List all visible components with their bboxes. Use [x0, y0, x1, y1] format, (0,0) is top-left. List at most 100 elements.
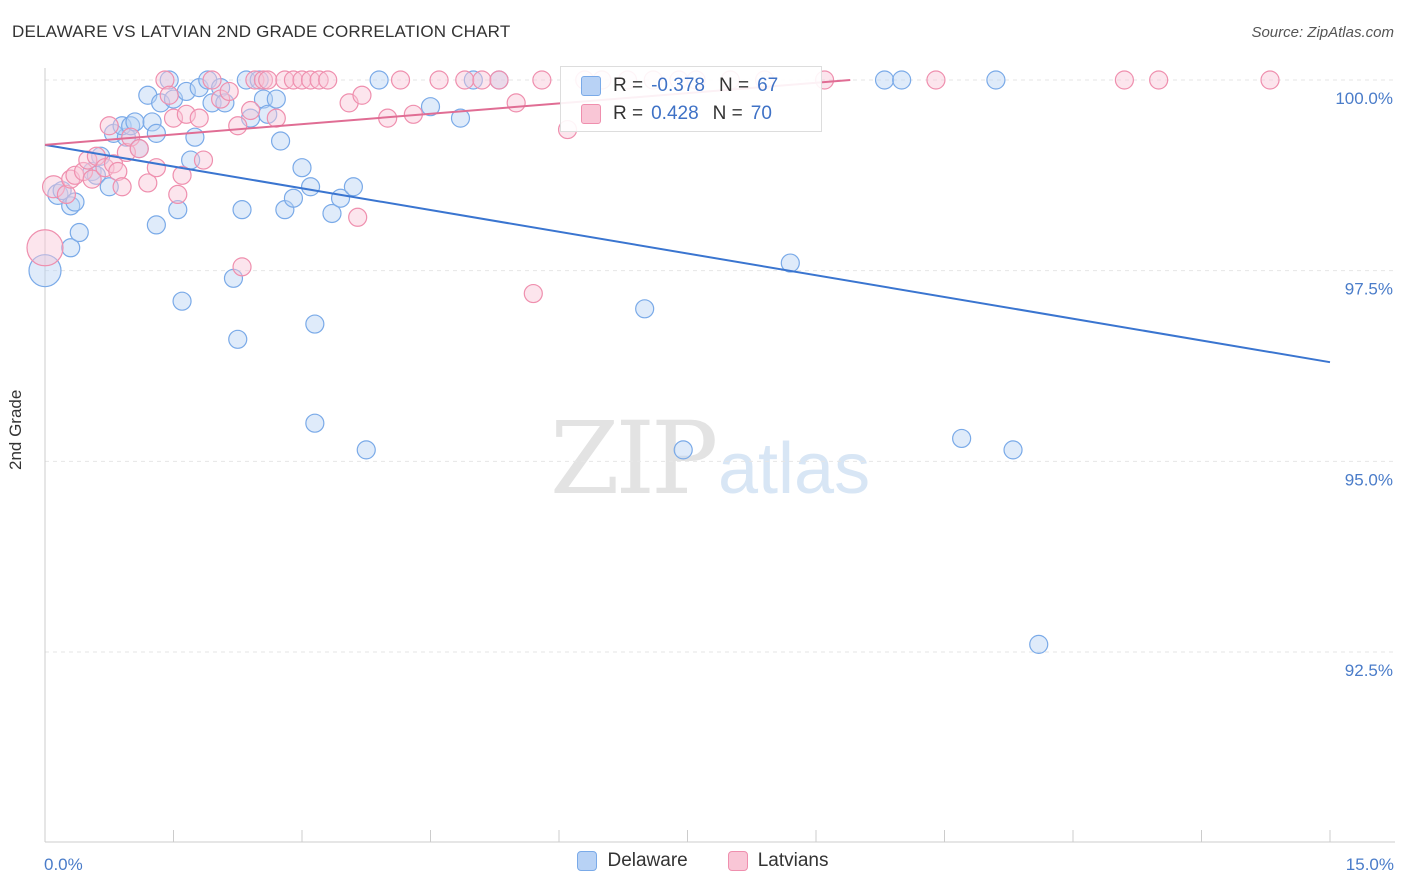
- data-point-latvians: [390, 70, 411, 90]
- data-point-delaware: [673, 440, 693, 460]
- legend-row-delaware: R = -0.378 N = 67: [581, 73, 792, 99]
- data-point-latvians: [219, 81, 239, 102]
- data-point-latvians: [189, 108, 209, 128]
- data-point-latvians: [232, 257, 252, 277]
- data-point-delaware: [270, 131, 291, 151]
- data-point-delaware: [635, 299, 655, 319]
- legend-swatch-latvians: [727, 851, 748, 871]
- data-point-delaware: [356, 440, 376, 460]
- y-tick-label: 100.0%: [1335, 89, 1393, 108]
- data-point-delaware: [420, 97, 441, 117]
- data-point-latvians: [472, 70, 492, 90]
- data-point-latvians: [176, 104, 196, 124]
- data-point-latvians: [429, 70, 449, 90]
- data-point-latvians: [172, 165, 192, 185]
- data-point-latvians: [1114, 70, 1135, 90]
- data-point-latvians: [523, 283, 543, 304]
- data-point-delaware: [892, 70, 912, 90]
- data-point-delaware: [172, 291, 192, 311]
- data-point-latvians: [489, 70, 509, 90]
- legend-r-value: 0.428: [651, 103, 699, 124]
- data-point-latvians: [1149, 70, 1169, 90]
- data-point-latvians: [108, 161, 128, 182]
- data-point-latvians: [99, 116, 119, 136]
- data-point-delaware: [305, 413, 325, 433]
- legend-swatch-latvians: [581, 104, 601, 124]
- data-point-latvians: [1260, 70, 1280, 90]
- data-point-latvians: [41, 175, 66, 199]
- data-point-latvians: [138, 173, 158, 193]
- data-point-latvians: [112, 177, 132, 197]
- data-point-delaware: [369, 70, 389, 90]
- data-point-delaware: [142, 112, 162, 132]
- data-point-latvians: [241, 100, 261, 121]
- y-tick-label: 92.5%: [1345, 661, 1393, 680]
- data-point-latvians: [155, 70, 175, 90]
- data-point-latvians: [146, 158, 166, 178]
- data-point-delaware: [300, 177, 321, 197]
- legend-r-label: R =: [613, 75, 644, 96]
- data-point-latvians: [455, 70, 475, 90]
- data-point-delaware: [986, 70, 1006, 90]
- y-tick-label: 95.0%: [1345, 470, 1393, 489]
- legend-n-value: 67: [757, 75, 779, 96]
- data-point-delaware: [266, 89, 286, 109]
- data-point-delaware: [228, 329, 248, 349]
- chart-source: Source: ZipAtlas.com: [1251, 24, 1394, 41]
- watermark-atlas: atlas: [718, 429, 871, 509]
- legend-row-latvians: R = 0.428 N = 70: [581, 101, 786, 127]
- data-point-latvians: [82, 169, 102, 189]
- data-point-delaware: [146, 215, 166, 235]
- data-point-latvians: [253, 70, 274, 90]
- series-legend: Delaware Latvians: [0, 850, 1406, 872]
- data-point-latvians: [129, 139, 149, 159]
- legend-item-latvians[interactable]: Latvians: [727, 850, 829, 872]
- data-point-delaware: [168, 200, 188, 220]
- legend-n-value: 70: [750, 103, 772, 124]
- data-point-latvians: [228, 116, 248, 136]
- data-point-delaware: [69, 222, 89, 243]
- trend-line-delaware: [44, 143, 1331, 364]
- data-point-delaware: [28, 254, 62, 288]
- data-point-delaware: [159, 70, 179, 90]
- legend-n-label: N =: [712, 103, 743, 124]
- data-point-delaware: [343, 177, 363, 197]
- legend-item-delaware[interactable]: Delaware: [577, 850, 688, 872]
- legend-label-delaware: Delaware: [607, 850, 688, 871]
- data-point-delaware: [292, 158, 312, 178]
- legend-label-latvians: Latvians: [757, 850, 829, 871]
- x-tick-label: 0.0%: [44, 855, 83, 874]
- data-point-delaware: [305, 314, 325, 334]
- watermark-zip: ZIP: [550, 400, 718, 517]
- data-point-latvians: [532, 70, 552, 90]
- x-tick-label: 15.0%: [1346, 855, 1394, 874]
- data-point-delaware: [185, 127, 205, 147]
- data-point-latvians: [163, 108, 184, 128]
- data-point-latvians: [926, 70, 946, 90]
- chart-title: DELAWARE VS LATVIAN 2ND GRADE CORRELATIO…: [12, 22, 511, 41]
- data-point-delaware: [1029, 634, 1049, 654]
- data-point-delaware: [61, 238, 81, 258]
- data-point-latvians: [56, 184, 77, 204]
- data-point-delaware: [125, 112, 145, 132]
- data-point-latvians: [506, 93, 526, 113]
- data-point-latvians: [193, 150, 214, 170]
- data-point-latvians: [258, 70, 278, 90]
- data-point-latvians: [168, 184, 188, 204]
- data-point-latvians: [348, 207, 368, 227]
- data-point-latvians: [159, 85, 179, 105]
- data-point-latvians: [352, 85, 372, 105]
- data-point-latvians: [266, 108, 286, 128]
- data-point-delaware: [952, 428, 972, 449]
- data-point-delaware: [146, 123, 166, 143]
- data-point-delaware: [780, 253, 800, 273]
- y-tick-label: 97.5%: [1345, 280, 1393, 299]
- correlation-legend: R = -0.378 N = 67 R = 0.428 N = 70: [560, 66, 822, 132]
- data-point-delaware: [1003, 440, 1023, 460]
- data-point-latvians: [202, 70, 222, 90]
- legend-swatch-delaware: [577, 851, 598, 871]
- legend-n-label: N =: [718, 75, 750, 96]
- data-point-delaware: [322, 203, 342, 224]
- data-point-delaware: [232, 200, 252, 220]
